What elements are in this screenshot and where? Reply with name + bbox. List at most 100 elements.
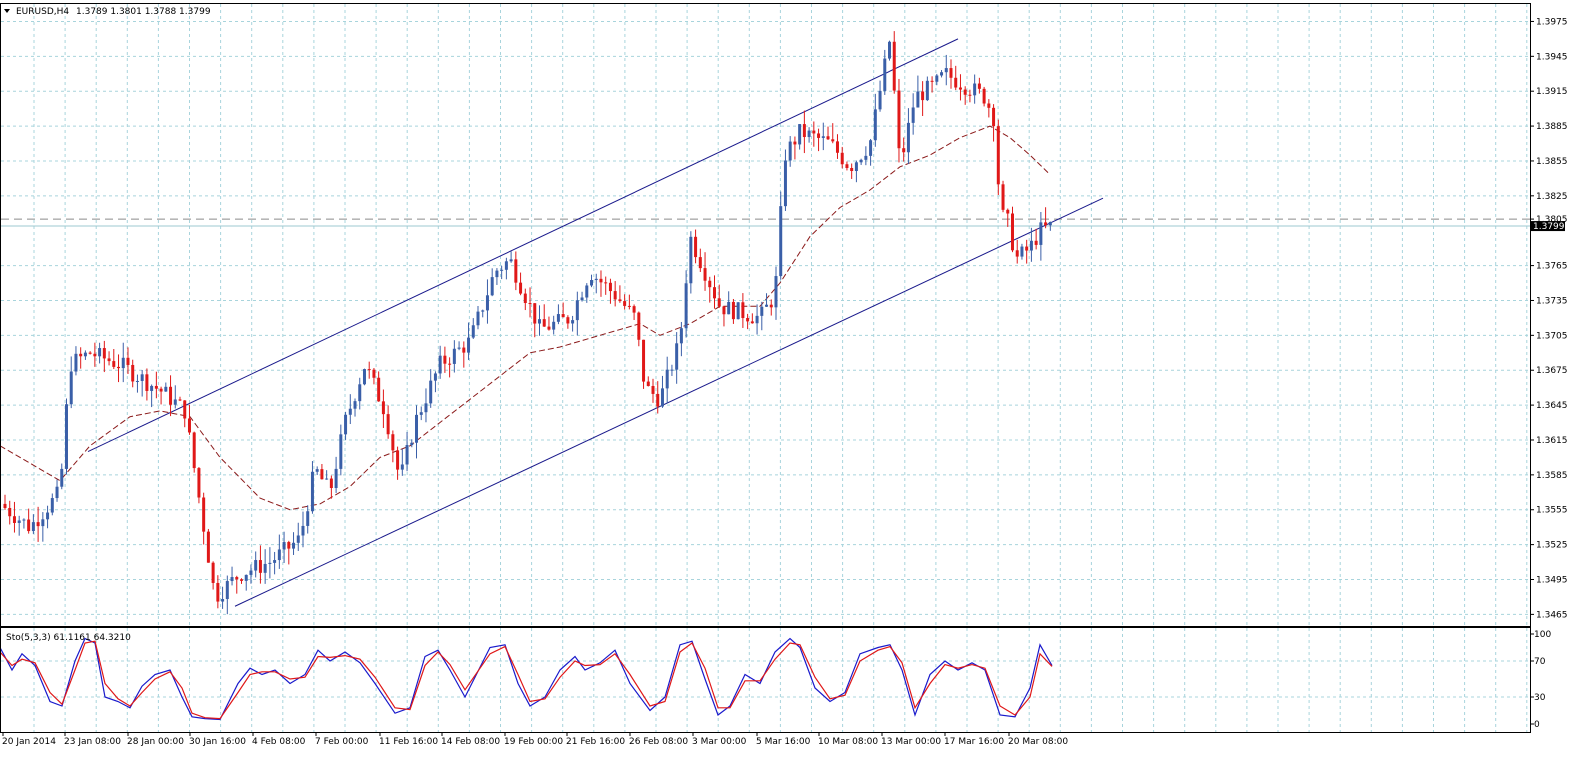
candle-body <box>911 107 915 123</box>
candle-body <box>329 478 333 488</box>
stochastic-pane-frame <box>0 627 1531 733</box>
candle-body <box>613 291 617 300</box>
candle-body <box>807 130 811 138</box>
candle-body <box>154 385 158 389</box>
candle-body <box>1034 240 1038 245</box>
candle-body <box>244 574 248 581</box>
candle-body <box>845 164 849 168</box>
candle-body <box>405 445 409 465</box>
channel-upper-line <box>87 38 959 453</box>
candle-body <box>963 89 967 95</box>
candle-body <box>462 347 466 353</box>
candle-body <box>301 525 305 536</box>
price-axis: 1.3975 1.3945 1.3915 1.3885 1.3855 1.3825 1.38… <box>1530 17 1568 620</box>
candle-body <box>211 562 215 583</box>
candle-body <box>788 141 792 161</box>
x-tick-label: 3 Mar 00:00 <box>692 737 747 747</box>
candle-body <box>221 599 225 602</box>
candle-body <box>873 109 877 141</box>
candle-body <box>263 563 267 573</box>
candle-body <box>178 399 182 401</box>
candle-body <box>1025 246 1029 251</box>
candle-body <box>509 259 513 262</box>
candle-body <box>746 318 750 322</box>
candle-body <box>69 371 73 405</box>
candle-body <box>377 377 381 402</box>
candle-body <box>131 364 135 382</box>
candle-body <box>140 374 144 381</box>
candle-body <box>930 80 934 82</box>
candle-body <box>982 88 986 104</box>
candle-body <box>906 122 910 153</box>
candle-body <box>164 386 168 392</box>
candle-body <box>495 270 499 278</box>
current-price-box <box>1531 221 1565 232</box>
candle-body <box>438 355 442 374</box>
y-tick-label: 1.3675 <box>1536 366 1568 376</box>
candle-body <box>831 139 835 142</box>
candle-body <box>537 319 541 324</box>
dropdown-triangle-icon[interactable] <box>4 9 10 13</box>
candle-body <box>575 300 579 321</box>
candle-body <box>708 280 712 288</box>
candle-body <box>292 542 296 549</box>
candle-body <box>268 562 272 564</box>
candle-body <box>977 83 981 89</box>
candle-body <box>765 304 769 307</box>
candle-body <box>542 319 546 327</box>
candle-body <box>102 348 106 359</box>
candle-body <box>850 167 854 172</box>
candle-body <box>12 516 16 523</box>
candle-body <box>604 282 608 284</box>
candle-body <box>561 314 565 318</box>
stochastic-label: Sto(5,3,3) 61.1161 64.3210 <box>6 633 131 643</box>
candle-body <box>627 305 631 307</box>
candle-body <box>471 325 475 338</box>
candle-body <box>944 68 948 73</box>
candle-body <box>386 414 390 435</box>
candle-body <box>41 519 45 527</box>
x-tick-label: 7 Feb 00:00 <box>315 737 369 747</box>
candle-body <box>523 293 527 304</box>
candle-body <box>150 385 154 391</box>
y-tick-label: 1.3975 <box>1536 17 1568 27</box>
candle-body <box>424 403 428 413</box>
candle-body <box>519 282 523 294</box>
candle-body <box>348 408 352 415</box>
sto-tick-label: 30 <box>1534 693 1546 703</box>
candle-body <box>490 277 494 296</box>
candle-body <box>457 347 461 349</box>
candle-body <box>64 404 68 469</box>
x-tick-label: 4 Feb 08:00 <box>252 737 306 747</box>
candle-body <box>812 130 816 134</box>
candle-body <box>996 126 1000 185</box>
y-tick-label: 1.3765 <box>1536 262 1568 272</box>
y-tick-label: 1.3885 <box>1536 122 1568 132</box>
x-tick-label: 26 Feb 08:00 <box>629 737 688 747</box>
candle-body <box>22 519 26 521</box>
candle-body <box>362 369 366 385</box>
y-tick-label: 1.3705 <box>1536 331 1568 341</box>
candle-body <box>448 363 452 365</box>
candle-body <box>646 381 650 387</box>
candle-body <box>415 414 419 443</box>
candle-body <box>774 276 778 308</box>
candle-body <box>334 468 338 488</box>
candle-body <box>74 353 78 372</box>
candle-body <box>197 468 201 498</box>
candle-body <box>240 579 243 581</box>
candle-body <box>306 511 310 526</box>
candle-body <box>504 261 508 270</box>
y-tick-label: 1.3465 <box>1536 610 1568 620</box>
y-tick-label: 1.3915 <box>1536 87 1568 97</box>
candle-body <box>750 321 754 324</box>
candle-body <box>840 152 844 165</box>
candle-body <box>126 357 130 365</box>
candle-body <box>320 469 324 480</box>
candle-body <box>500 269 504 271</box>
regression-channel <box>87 38 1104 607</box>
candle-body <box>88 352 92 354</box>
candle-body <box>60 468 64 487</box>
